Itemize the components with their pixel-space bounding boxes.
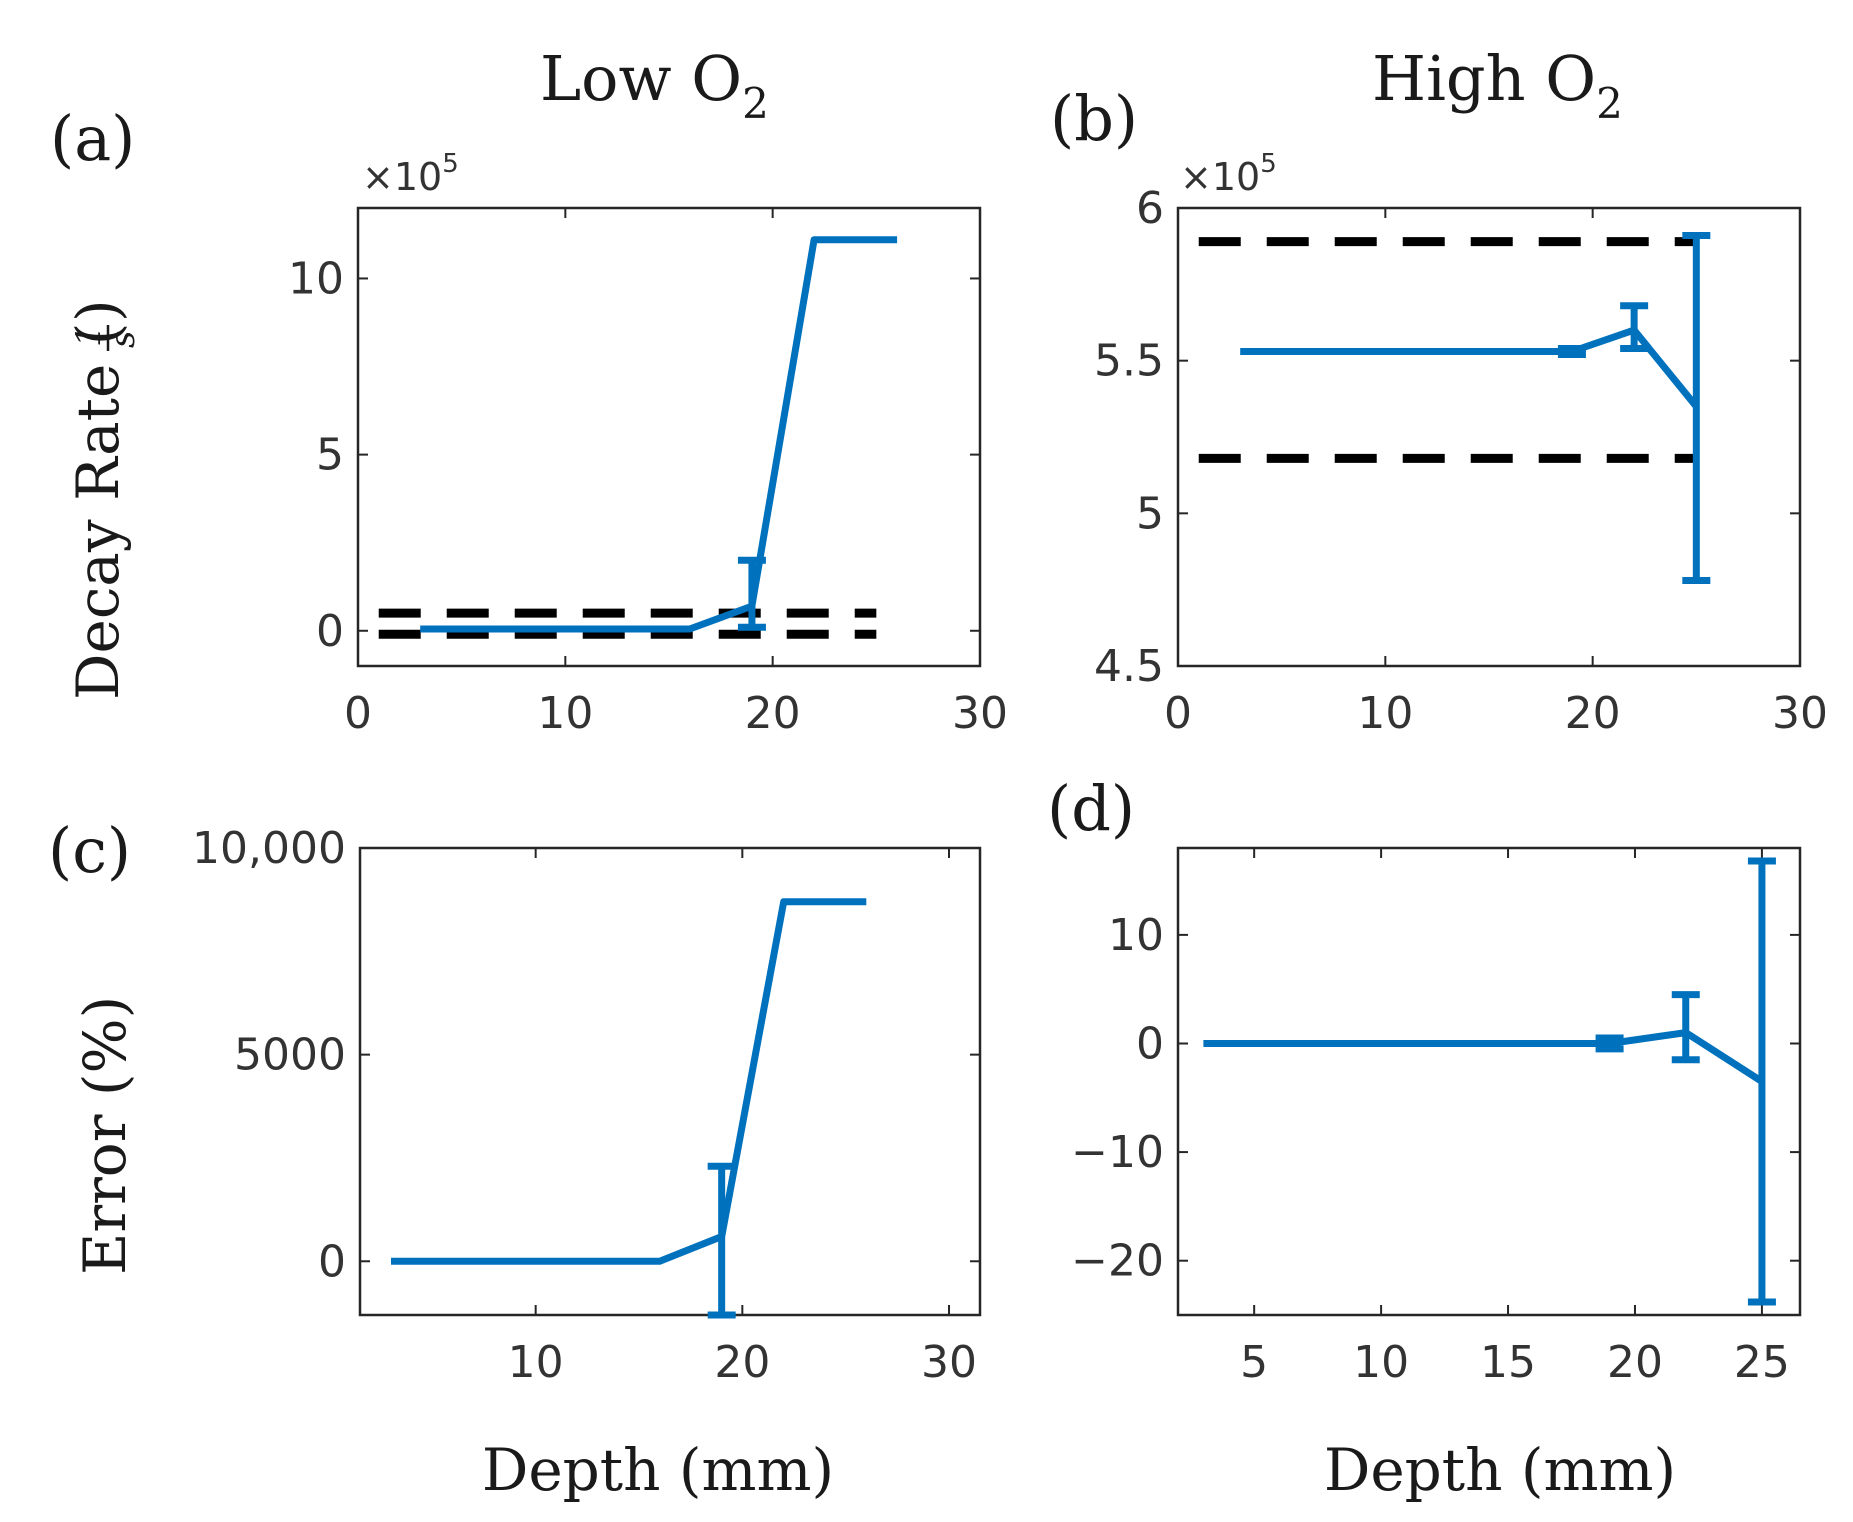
panel-a: 0 10 20 30 0 5 10 <box>288 206 1008 739</box>
y-tick-label-c: 10,000 <box>192 823 346 874</box>
error-bar-d <box>1595 1034 1624 1053</box>
y-axis-label-decay-rate-text: Decay Rate ( <box>64 323 132 700</box>
series-line-a <box>420 236 898 633</box>
y-tick-label-b: 5.5 <box>1094 336 1164 387</box>
axes-box-c <box>358 846 982 1317</box>
y-tick-label-b: 6 <box>1136 183 1164 234</box>
y-axis-label-fraction-numerator: 1 <box>69 325 109 347</box>
panel-label-c: (c) <box>48 814 131 887</box>
x-tick-label-d: 10 <box>1353 1337 1409 1388</box>
y-tick-label-a: 10 <box>288 253 344 304</box>
panel-label-a: (a) <box>50 102 135 175</box>
error-bar-b <box>1620 302 1649 352</box>
x-tick-label-d: 20 <box>1607 1337 1663 1388</box>
panel-c: 10 20 30 0 5000 10,000 <box>192 823 982 1388</box>
panel-d: 5 10 15 20 25 −20 −10 0 10 <box>1071 846 1802 1388</box>
error-bar-b <box>1682 231 1711 585</box>
x-tick-label-c: 20 <box>714 1337 770 1388</box>
panel-b: 0 10 20 30 4.5 5 5.5 6 <box>1094 183 1828 739</box>
y-axis-label-close-paren: ) <box>64 299 132 322</box>
x-tick-label-d: 5 <box>1240 1337 1268 1388</box>
x-axis-label-depth-right: Depth (mm) <box>1324 1436 1676 1504</box>
series-line-b <box>1240 326 1700 409</box>
error-bar-b <box>1557 344 1586 359</box>
x-tick-label-d: 25 <box>1734 1337 1790 1388</box>
y-tick-label-c: 5000 <box>234 1030 346 1081</box>
x-tick-label-a: 0 <box>344 688 372 739</box>
x-tick-label-b: 10 <box>1357 688 1413 739</box>
x-axis-label-depth-left: Depth (mm) <box>482 1436 834 1504</box>
x-tick-label-d: 15 <box>1480 1337 1536 1388</box>
x-tick-label-a: 10 <box>537 688 593 739</box>
error-bar-d <box>1671 991 1700 1064</box>
panel-label-b: (b) <box>1050 82 1138 155</box>
x-tick-label-c: 10 <box>508 1337 564 1388</box>
column-title-low-o2: Low O2 <box>540 42 769 128</box>
axes-box-d <box>1176 846 1802 1317</box>
x-tick-label-a: 30 <box>952 688 1008 739</box>
series-line-c <box>391 898 867 1265</box>
error-bar-d <box>1747 857 1776 1306</box>
x-tick-label-b: 0 <box>1164 688 1192 739</box>
y-tick-label-c: 0 <box>318 1236 346 1287</box>
y-axis-label-decay-rate: Decay Rate ( 1 s ) <box>64 299 143 700</box>
y-tick-label-d: −10 <box>1071 1127 1164 1178</box>
y-tick-label-d: 10 <box>1108 910 1164 961</box>
axes-box-b <box>1176 206 1802 668</box>
series-line-d <box>1203 1029 1764 1085</box>
y-tick-label-d: −20 <box>1071 1236 1164 1287</box>
exponent-label-b: ×105 <box>1180 149 1277 199</box>
y-tick-label-d: 0 <box>1136 1018 1164 1069</box>
error-bar-c <box>707 1162 736 1319</box>
y-tick-label-a: 0 <box>316 606 344 657</box>
axes-box-a <box>356 206 982 668</box>
x-tick-label-b: 20 <box>1565 688 1621 739</box>
y-axis-label-fraction-denominator: s <box>103 331 143 348</box>
y-axis-label-error: Error (%) <box>71 996 139 1275</box>
column-title-high-o2: High O2 <box>1372 42 1623 128</box>
y-tick-label-b: 5 <box>1136 488 1164 539</box>
exponent-label-a: ×105 <box>362 149 459 199</box>
panel-label-d: (d) <box>1047 772 1135 845</box>
y-tick-label-a: 5 <box>316 430 344 481</box>
y-tick-label-b: 4.5 <box>1094 641 1164 692</box>
x-tick-label-b: 30 <box>1772 688 1828 739</box>
error-bar-a <box>737 556 766 631</box>
x-tick-label-a: 20 <box>745 688 801 739</box>
x-tick-label-c: 30 <box>921 1337 977 1388</box>
